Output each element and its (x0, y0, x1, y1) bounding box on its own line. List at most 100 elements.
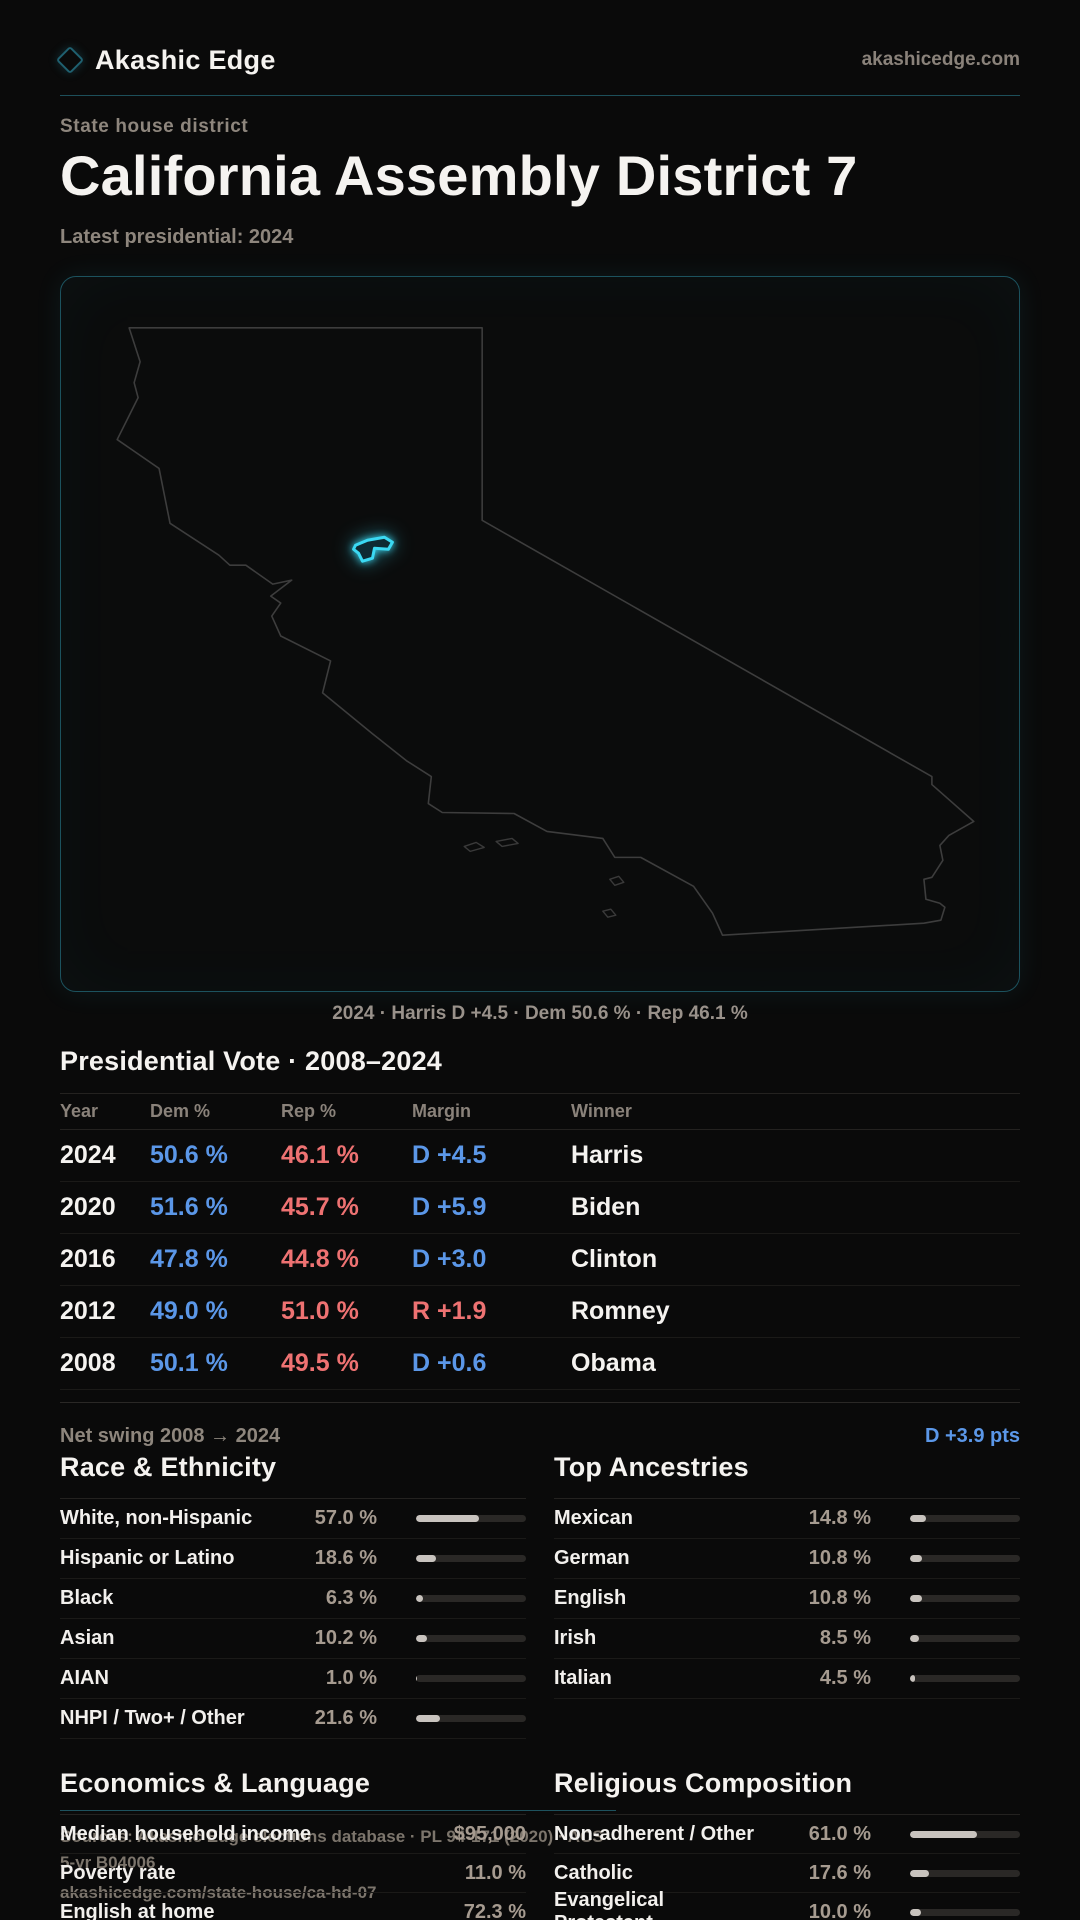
religion-section: Religious Composition Non-adherent / Oth… (554, 1768, 1020, 1920)
stat-row: Median household income $95,000 (60, 1815, 526, 1854)
stat-value: 6.3 % (325, 1587, 377, 1609)
table-row: 2012 49.0 % 51.0 % R +1.9 Romney (60, 1286, 1020, 1338)
cell-dem-pct: 47.8 % (150, 1245, 228, 1273)
stat-value: 1.0 % (325, 1667, 377, 1689)
section-title-ancestries: Top Ancestries (554, 1452, 1020, 1499)
stat-label: Median household income (60, 1822, 312, 1845)
stat-bar-fill (910, 1869, 930, 1877)
stat-bar-fill (416, 1635, 428, 1642)
cell-year: 2016 (60, 1245, 116, 1273)
col-header-rep: Rep % (281, 1101, 337, 1121)
table-row: 2024 50.6 % 46.1 % D +4.5 Harris (60, 1130, 1020, 1182)
stat-bar-fill (910, 1635, 920, 1642)
stat-label: Italian (554, 1667, 612, 1689)
cell-rep-pct: 44.8 % (281, 1245, 359, 1273)
cell-rep-pct: 49.5 % (281, 1349, 359, 1377)
stat-value: 72.3 % (463, 1900, 526, 1920)
stat-bar-track (910, 1595, 1020, 1602)
eyebrow-label: State house district (60, 116, 249, 137)
stat-bar-track (416, 1715, 526, 1722)
california-outline (116, 327, 975, 936)
stat-bar-track (910, 1515, 1020, 1522)
stat-bar-fill (910, 1830, 978, 1838)
stat-row: English at home 72.3 % (60, 1893, 526, 1920)
stat-label: Hispanic or Latino (60, 1547, 235, 1569)
stat-row: Italian 4.5 % (554, 1659, 1020, 1699)
channel-islands (463, 837, 625, 918)
stat-label: Catholic (554, 1861, 633, 1884)
header: Akashic Edge akashicedge.com (55, 40, 1020, 80)
cell-winner: Clinton (571, 1245, 658, 1273)
stat-bar-fill (910, 1675, 915, 1682)
stat-value: 21.6 % (314, 1707, 377, 1729)
map-caption: 2024 · Harris D +4.5 · Dem 50.6 % · Rep … (332, 1003, 748, 1024)
cell-margin: R +1.9 (412, 1297, 487, 1325)
stat-value: $95,000 (453, 1822, 526, 1845)
table-row: 2008 50.1 % 49.5 % D +0.6 Obama (60, 1338, 1020, 1390)
stat-label: Non-adherent / Other (554, 1822, 755, 1845)
stat-bar-fill (910, 1555, 922, 1562)
stat-value: 17.6 % (808, 1861, 871, 1884)
stat-label: White, non-Hispanic (60, 1507, 253, 1529)
stat-row: Non-adherent / Other 61.0 % (554, 1815, 1020, 1854)
section-title-presidential: Presidential Vote · 2008–2024 (60, 1046, 443, 1076)
table-row: 2020 51.6 % 45.7 % D +5.9 Biden (60, 1182, 1020, 1234)
stat-label: Black (60, 1587, 114, 1609)
cell-dem-pct: 50.6 % (150, 1141, 228, 1169)
stat-bar-fill (416, 1715, 440, 1722)
stat-label: Irish (554, 1627, 597, 1649)
stat-row: English 10.8 % (554, 1579, 1020, 1619)
stat-value: 10.0 % (808, 1900, 871, 1920)
cell-margin: D +0.6 (412, 1349, 487, 1377)
stat-value: 10.2 % (314, 1627, 377, 1649)
stat-row: NHPI / Two+ / Other 21.6 % (60, 1699, 526, 1739)
stat-bar-fill (416, 1515, 479, 1522)
brand-logo: Akashic Edge (55, 45, 276, 76)
table-header-row: Year Dem % Rep % Margin Winner (60, 1093, 1020, 1130)
stat-label: Mexican (554, 1507, 633, 1529)
stat-row: Hispanic or Latino 18.6 % (60, 1539, 526, 1579)
stat-label: Asian (60, 1627, 115, 1649)
stat-bar-track (416, 1675, 526, 1682)
stat-label: English (554, 1587, 627, 1609)
stat-row: AIAN 1.0 % (60, 1659, 526, 1699)
stat-bar-fill (910, 1908, 921, 1916)
stat-value: 10.8 % (808, 1587, 871, 1609)
stat-bar-track (910, 1675, 1020, 1682)
net-swing-label: Net swing 2008 → 2024 (60, 1425, 281, 1447)
stat-bar-fill (416, 1675, 418, 1682)
stat-row: Catholic 17.6 % (554, 1854, 1020, 1893)
site-url-link[interactable]: akashicedge.com (861, 49, 1020, 70)
page-title: California Assembly District 7 (60, 144, 858, 207)
stat-bar-track (910, 1830, 1020, 1838)
stat-value: 14.8 % (808, 1507, 871, 1529)
stat-bar-track (416, 1635, 526, 1642)
section-title-race: Race & Ethnicity (60, 1452, 526, 1499)
cell-year: 2008 (60, 1349, 116, 1377)
stat-bar-track (416, 1515, 526, 1522)
cell-margin: D +5.9 (412, 1193, 487, 1221)
stat-bar-track (416, 1595, 526, 1602)
stat-bar-fill (416, 1595, 423, 1602)
diamond-icon (55, 45, 85, 75)
stat-value: 18.6 % (314, 1547, 377, 1569)
cell-dem-pct: 51.6 % (150, 1193, 228, 1221)
stat-label: Evangelical Protestant (554, 1889, 665, 1920)
race-ethnicity-section: Race & Ethnicity White, non-Hispanic 57.… (60, 1452, 526, 1739)
stat-bar-track (910, 1635, 1020, 1642)
cell-rep-pct: 45.7 % (281, 1193, 359, 1221)
cell-dem-pct: 49.0 % (150, 1297, 228, 1325)
header-divider (60, 95, 1020, 96)
section-title-economics: Economics & Language (60, 1768, 526, 1815)
net-swing-value: D +3.9 pts (924, 1425, 1020, 1447)
presidential-vote-section: Presidential Vote · 2008–2024 Year Dem %… (60, 1046, 1020, 1448)
stat-value: 11.0 % (464, 1861, 526, 1884)
district-highlight (352, 535, 394, 563)
stat-row: Asian 10.2 % (60, 1619, 526, 1659)
col-header-winner: Winner (571, 1101, 632, 1121)
stat-value: 61.0 % (808, 1822, 871, 1845)
section-title-religion: Religious Composition (554, 1768, 1020, 1815)
net-swing-row: Net swing 2008 → 2024 D +3.9 pts (60, 1402, 1020, 1448)
cell-winner: Romney (571, 1297, 670, 1325)
